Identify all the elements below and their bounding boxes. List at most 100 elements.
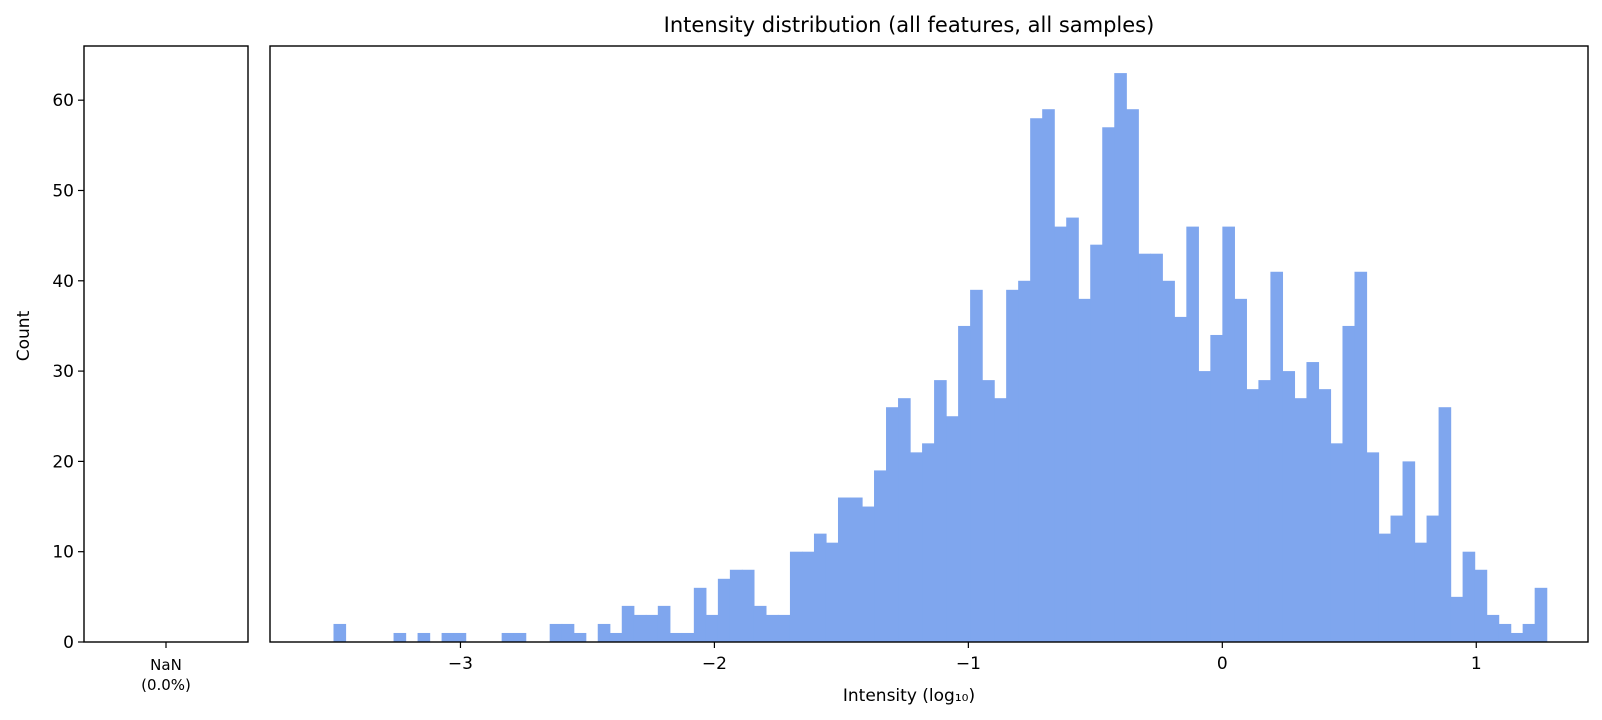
- histogram-bar: [501, 632, 515, 642]
- histogram-bar: [1270, 271, 1284, 642]
- histogram-bar: [1534, 587, 1548, 642]
- histogram-bar: [1522, 623, 1536, 642]
- chart-title: Intensity distribution (all features, al…: [664, 13, 1155, 37]
- histogram-bar: [970, 289, 983, 642]
- histogram-bar: [1150, 253, 1163, 642]
- nan-x-axis-ticks: NaN (0.0%): [141, 642, 191, 694]
- histogram-bar: [333, 623, 347, 642]
- x-tick-label: −2: [702, 654, 727, 674]
- histogram-bar: [1450, 596, 1464, 642]
- histogram-bar: [1402, 461, 1416, 642]
- nan-panel: 0 10 20 30 40 50 60 NaN (0.0%): [52, 45, 249, 694]
- x-tick-label: 0: [1217, 654, 1228, 674]
- histogram-bar: [934, 380, 947, 642]
- histogram-bar: [1078, 298, 1091, 642]
- histogram-bar: [705, 614, 719, 642]
- histogram-bar: [1414, 542, 1428, 642]
- histogram-bar: [393, 632, 407, 642]
- histogram-bar: [1138, 253, 1151, 642]
- histogram-bar: [549, 623, 563, 642]
- y-tick-label: 10: [52, 543, 74, 563]
- histogram-bar: [837, 497, 851, 642]
- histogram-bar: [789, 551, 803, 642]
- x-axis-label: Intensity (log₁₀): [843, 686, 975, 706]
- histogram-bar: [1390, 515, 1404, 642]
- histogram-bar: [1054, 226, 1067, 643]
- histogram-bar: [729, 569, 743, 642]
- histogram-bar: [825, 542, 839, 642]
- histogram-bar: [1198, 371, 1211, 642]
- histogram-bar: [609, 632, 623, 642]
- histogram-bar: [1186, 226, 1199, 643]
- histogram-bar: [1510, 632, 1524, 642]
- histogram-bar: [561, 623, 575, 642]
- histogram-bar: [898, 398, 911, 642]
- histogram-bar: [453, 632, 467, 642]
- histogram-bar: [417, 632, 431, 642]
- histogram-bar: [1474, 569, 1488, 642]
- x-tick-label: 1: [1471, 654, 1482, 674]
- histogram-bar: [1030, 118, 1043, 643]
- histogram-bar: [1222, 226, 1235, 643]
- histogram-bar: [1318, 389, 1332, 642]
- histogram-bar: [801, 551, 815, 642]
- histogram-bar: [441, 632, 455, 642]
- histogram-bar: [982, 380, 995, 642]
- histogram-bar: [669, 632, 683, 642]
- histogram-bar: [1282, 371, 1296, 642]
- histogram-bars: [333, 73, 1548, 643]
- histogram-bar: [1378, 533, 1392, 642]
- histogram-bar: [994, 398, 1007, 642]
- histogram-bar: [1018, 280, 1031, 642]
- histogram-bar: [1354, 271, 1368, 642]
- histogram-bar: [1126, 109, 1139, 642]
- x-tick-label: −1: [956, 654, 981, 674]
- y-tick-label: 0: [63, 633, 74, 653]
- histogram-bar: [886, 407, 899, 642]
- histogram-bar: [946, 416, 959, 642]
- nan-tick-label-line: NaN: [150, 656, 182, 674]
- histogram-bar: [645, 614, 659, 642]
- histogram-bar: [1330, 443, 1344, 642]
- histogram-bar: [874, 470, 887, 642]
- histogram-bar: [741, 569, 755, 642]
- histogram-bar: [753, 605, 767, 642]
- nan-tick-label-line: (0.0%): [141, 676, 191, 694]
- histogram-panel: −3 −2 −1 0 1: [269, 45, 1589, 674]
- histogram-bar: [777, 614, 791, 642]
- y-tick-label: 50: [52, 181, 74, 201]
- y-tick-label: 30: [52, 362, 74, 382]
- nan-tick-label: NaN (0.0%): [141, 656, 191, 694]
- histogram-bar: [1462, 551, 1476, 642]
- nan-plot-frame: [83, 45, 249, 643]
- histogram-bar: [1438, 407, 1452, 642]
- histogram-plot-frame: [269, 45, 1589, 643]
- histogram-bar: [1342, 325, 1356, 642]
- histogram-bar: [1426, 515, 1440, 642]
- histogram-bar: [1246, 389, 1259, 642]
- histogram-bar: [1294, 398, 1308, 642]
- histogram-bar: [681, 632, 695, 642]
- y-axis-ticks: 0 10 20 30 40 50 60: [52, 91, 84, 653]
- histogram-bar: [717, 578, 731, 642]
- histogram-bar: [633, 614, 647, 642]
- histogram-bar: [1090, 244, 1103, 643]
- histogram-bar: [1042, 109, 1055, 642]
- histogram-bar: [958, 325, 971, 642]
- histogram-bar: [621, 605, 635, 642]
- histogram-bar: [573, 632, 587, 642]
- histogram-bar: [910, 452, 923, 642]
- histogram-bar: [1210, 334, 1223, 642]
- histogram-bar: [850, 497, 863, 642]
- histogram-bar: [922, 443, 935, 642]
- x-tick-label: −3: [448, 654, 473, 674]
- y-tick-label: 20: [52, 452, 74, 472]
- histogram-bar: [1234, 298, 1247, 642]
- histogram-bar: [765, 614, 779, 642]
- histogram-bar: [1162, 280, 1175, 642]
- histogram-bar: [693, 587, 707, 642]
- histogram-bar: [862, 506, 875, 642]
- histogram-bar: [1102, 127, 1115, 642]
- histogram-bar: [1006, 289, 1019, 642]
